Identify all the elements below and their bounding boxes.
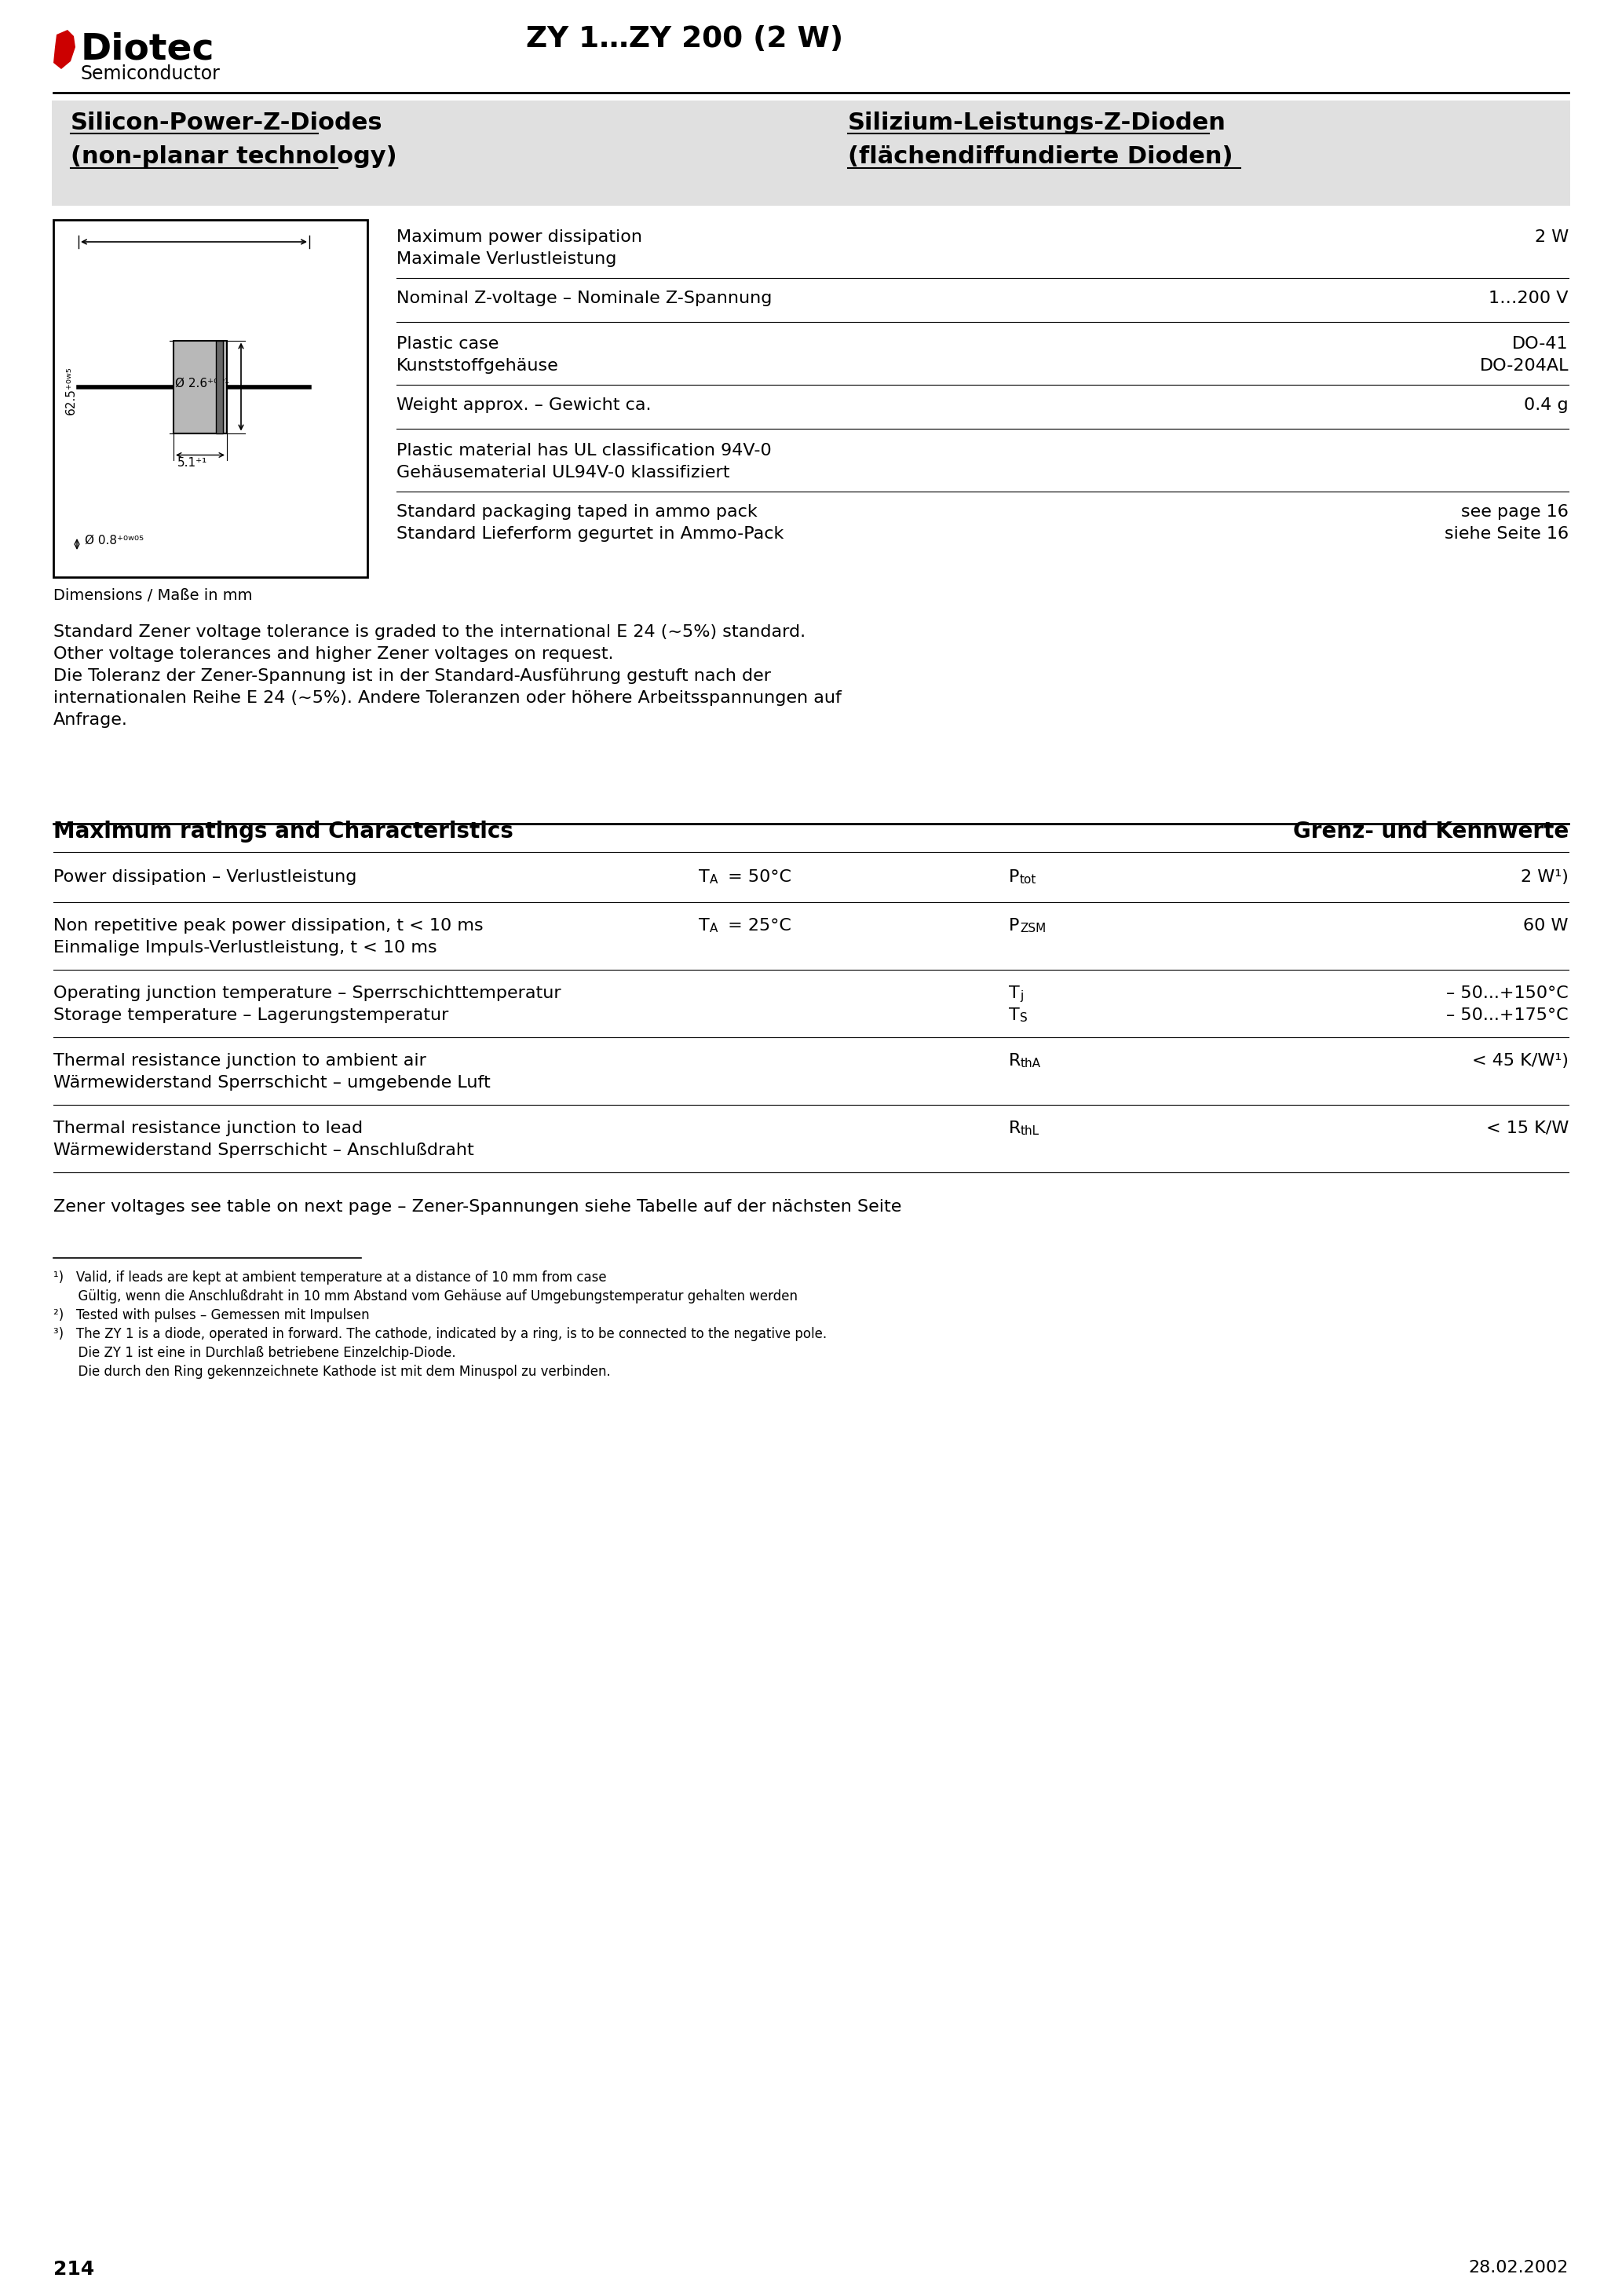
Text: 62.5⁺⁰ʷ⁵: 62.5⁺⁰ʷ⁵ bbox=[65, 367, 76, 416]
Text: Diotec: Diotec bbox=[81, 32, 214, 67]
Text: Anfrage.: Anfrage. bbox=[54, 712, 128, 728]
Text: T: T bbox=[699, 918, 709, 934]
Text: Einmalige Impuls-Verlustleistung, t < 10 ms: Einmalige Impuls-Verlustleistung, t < 10… bbox=[54, 939, 436, 955]
Text: Weight approx. – Gewicht ca.: Weight approx. – Gewicht ca. bbox=[396, 397, 652, 413]
Text: Zener voltages see table on next page – Zener-Spannungen siehe Tabelle auf der n: Zener voltages see table on next page – … bbox=[54, 1199, 902, 1215]
Text: A: A bbox=[710, 875, 719, 886]
Bar bbox=[216, 340, 222, 434]
Polygon shape bbox=[54, 30, 75, 69]
Text: ZY 1…ZY 200 (2 W): ZY 1…ZY 200 (2 W) bbox=[526, 25, 843, 53]
Text: 60 W: 60 W bbox=[1523, 918, 1568, 934]
Text: thA: thA bbox=[1020, 1058, 1041, 1070]
Text: Wärmewiderstand Sperrschicht – Anschlußdraht: Wärmewiderstand Sperrschicht – Anschlußd… bbox=[54, 1143, 474, 1157]
Text: R: R bbox=[1009, 1054, 1020, 1068]
Text: ZSM: ZSM bbox=[1020, 923, 1046, 934]
Text: Die ZY 1 ist eine in Durchlaß betriebene Einzelchip-Diode.: Die ZY 1 ist eine in Durchlaß betriebene… bbox=[54, 1345, 456, 1359]
Text: Silizium-Leistungs-Z-Dioden: Silizium-Leistungs-Z-Dioden bbox=[848, 113, 1226, 133]
Text: thL: thL bbox=[1020, 1125, 1040, 1137]
Text: 2 W: 2 W bbox=[1534, 230, 1568, 246]
Text: siehe Seite 16: siehe Seite 16 bbox=[1445, 526, 1568, 542]
Text: Non repetitive peak power dissipation, t < 10 ms: Non repetitive peak power dissipation, t… bbox=[54, 918, 483, 934]
Text: P: P bbox=[1009, 870, 1019, 884]
Text: T: T bbox=[1009, 985, 1020, 1001]
Text: Die durch den Ring gekennzeichnete Kathode ist mit dem Minuspol zu verbinden.: Die durch den Ring gekennzeichnete Katho… bbox=[54, 1364, 610, 1380]
Text: Plastic material has UL classification 94V-0: Plastic material has UL classification 9… bbox=[396, 443, 772, 459]
Text: 5.1⁺¹: 5.1⁺¹ bbox=[177, 457, 208, 468]
Text: (non-planar technology): (non-planar technology) bbox=[71, 145, 397, 168]
Text: Nominal Z-voltage – Nominale Z-Spannung: Nominal Z-voltage – Nominale Z-Spannung bbox=[396, 292, 772, 305]
Text: R: R bbox=[1009, 1120, 1020, 1137]
Bar bbox=[54, 220, 368, 576]
Text: ³)   The ZY 1 is a diode, operated in forward. The cathode, indicated by a ring,: ³) The ZY 1 is a diode, operated in forw… bbox=[54, 1327, 827, 1341]
Text: 2 W¹): 2 W¹) bbox=[1521, 870, 1568, 884]
Text: internationalen Reihe E 24 (~5%). Andere Toleranzen oder höhere Arbeitsspannunge: internationalen Reihe E 24 (~5%). Andere… bbox=[54, 691, 842, 705]
Text: Thermal resistance junction to lead: Thermal resistance junction to lead bbox=[54, 1120, 363, 1137]
Text: Grenz- und Kennwerte: Grenz- und Kennwerte bbox=[1293, 820, 1568, 843]
Text: Ø 0.8⁺⁰ʷ⁰⁵: Ø 0.8⁺⁰ʷ⁰⁵ bbox=[84, 535, 144, 546]
Text: Kunststoffgehäuse: Kunststoffgehäuse bbox=[396, 358, 560, 374]
Text: 0.4 g: 0.4 g bbox=[1525, 397, 1568, 413]
Text: T: T bbox=[699, 870, 709, 884]
Text: 1…200 V: 1…200 V bbox=[1489, 292, 1568, 305]
Text: Standard Lieferform gegurtet in Ammo-Pack: Standard Lieferform gegurtet in Ammo-Pac… bbox=[396, 526, 783, 542]
Text: Storage temperature – Lagerungstemperatur: Storage temperature – Lagerungstemperatu… bbox=[54, 1008, 449, 1024]
Text: Standard packaging taped in ammo pack: Standard packaging taped in ammo pack bbox=[396, 505, 757, 519]
Text: Die Toleranz der Zener-Spannung ist in der Standard-Ausführung gestuft nach der: Die Toleranz der Zener-Spannung ist in d… bbox=[54, 668, 770, 684]
Text: Semiconductor: Semiconductor bbox=[81, 64, 221, 83]
Text: A: A bbox=[710, 923, 719, 934]
Text: DO-204AL: DO-204AL bbox=[1479, 358, 1568, 374]
Text: = 25°C: = 25°C bbox=[722, 918, 792, 934]
Text: Gültig, wenn die Anschlußdraht in 10 mm Abstand vom Gehäuse auf Umgebungstempera: Gültig, wenn die Anschlußdraht in 10 mm … bbox=[54, 1290, 798, 1304]
Text: S: S bbox=[1020, 1013, 1027, 1024]
Text: Maximum power dissipation: Maximum power dissipation bbox=[396, 230, 642, 246]
Text: ²)   Tested with pulses – Gemessen mit Impulsen: ²) Tested with pulses – Gemessen mit Imp… bbox=[54, 1309, 370, 1322]
Text: < 15 K/W: < 15 K/W bbox=[1486, 1120, 1568, 1137]
Bar bbox=[174, 340, 227, 434]
Text: – 50...+175°C: – 50...+175°C bbox=[1447, 1008, 1568, 1024]
Bar bbox=[52, 101, 1570, 207]
Text: see page 16: see page 16 bbox=[1461, 505, 1568, 519]
Text: 214: 214 bbox=[54, 2259, 94, 2278]
Text: Other voltage tolerances and higher Zener voltages on request.: Other voltage tolerances and higher Zene… bbox=[54, 645, 613, 661]
Text: Dimensions / Maße in mm: Dimensions / Maße in mm bbox=[54, 588, 253, 604]
Text: = 50°C: = 50°C bbox=[722, 870, 792, 884]
Text: Maximale Verlustleistung: Maximale Verlustleistung bbox=[396, 250, 616, 266]
Text: Standard Zener voltage tolerance is graded to the international E 24 (~5%) stand: Standard Zener voltage tolerance is grad… bbox=[54, 625, 806, 641]
Text: 28.02.2002: 28.02.2002 bbox=[1468, 2259, 1568, 2275]
Text: T: T bbox=[1009, 1008, 1020, 1024]
Text: tot: tot bbox=[1020, 875, 1036, 886]
Text: DO-41: DO-41 bbox=[1512, 335, 1568, 351]
Text: – 50...+150°C: – 50...+150°C bbox=[1447, 985, 1568, 1001]
Text: Maximum ratings and Characteristics: Maximum ratings and Characteristics bbox=[54, 820, 513, 843]
Text: Thermal resistance junction to ambient air: Thermal resistance junction to ambient a… bbox=[54, 1054, 427, 1068]
Text: j: j bbox=[1020, 990, 1023, 1001]
Text: Gehäusematerial UL94V-0 klassifiziert: Gehäusematerial UL94V-0 klassifiziert bbox=[396, 464, 730, 480]
Text: Plastic case: Plastic case bbox=[396, 335, 500, 351]
Text: Power dissipation – Verlustleistung: Power dissipation – Verlustleistung bbox=[54, 870, 357, 884]
Text: Operating junction temperature – Sperrschichttemperatur: Operating junction temperature – Sperrsc… bbox=[54, 985, 561, 1001]
Text: Wärmewiderstand Sperrschicht – umgebende Luft: Wärmewiderstand Sperrschicht – umgebende… bbox=[54, 1075, 490, 1091]
Text: Ø 2.6⁺⁰ʷ¹: Ø 2.6⁺⁰ʷ¹ bbox=[175, 377, 229, 388]
Text: (flächendiffundierte Dioden): (flächendiffundierte Dioden) bbox=[848, 145, 1233, 168]
Text: P: P bbox=[1009, 918, 1019, 934]
Text: ¹)   Valid, if leads are kept at ambient temperature at a distance of 10 mm from: ¹) Valid, if leads are kept at ambient t… bbox=[54, 1270, 607, 1286]
Text: < 45 K/W¹): < 45 K/W¹) bbox=[1473, 1054, 1568, 1068]
Text: Silicon-Power-Z-Diodes: Silicon-Power-Z-Diodes bbox=[71, 113, 383, 133]
